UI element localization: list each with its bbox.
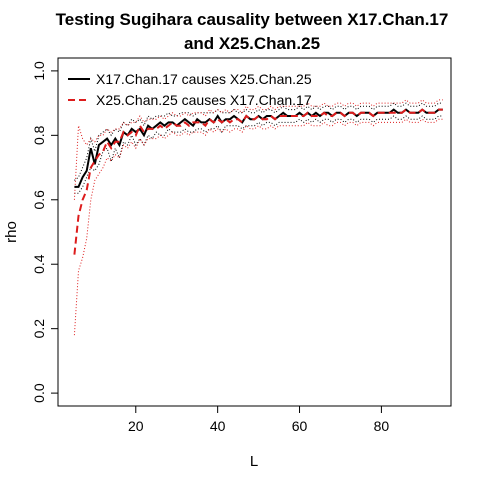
series-1-lower-bound-line (74, 115, 443, 194)
series-1-upper-bound-line (74, 102, 443, 181)
x-tick-label: 20 (128, 418, 144, 434)
x-axis-label: L (250, 453, 258, 470)
y-tick-label: 0.2 (31, 319, 47, 339)
legend-label-series-1: X17.Chan.17 causes X25.Chan.25 (96, 71, 312, 87)
plot-area (57, 57, 452, 407)
series-2-line (73, 108, 443, 255)
chart-title-line-1: Testing Sugihara causality between X17.C… (56, 10, 449, 29)
series-lines (73, 108, 443, 255)
x-tick-label: 80 (374, 418, 390, 434)
y-axis-label: rho (3, 221, 20, 243)
series-1-line (74, 108, 443, 188)
legend-label-series-2: X25.Chan.25 causes X17.Chan.17 (96, 92, 312, 108)
y-axis: 0.0 0.2 0.4 0.6 0.8 1.0 (31, 61, 59, 403)
legend: X17.Chan.17 causes X25.Chan.25 X25.Chan.… (68, 71, 312, 108)
x-axis: 20 40 60 80 (128, 405, 390, 434)
series-2-lower-bound-line (73, 118, 443, 336)
confidence-bands (73, 99, 443, 336)
chart-title-line-2: and X25.Chan.25 (184, 34, 320, 53)
y-tick-label: 0.4 (31, 254, 47, 274)
y-tick-label: 1.0 (31, 61, 47, 81)
y-tick-label: 0.8 (31, 125, 47, 145)
y-tick-label: 0.0 (31, 383, 47, 403)
x-tick-label: 40 (210, 418, 226, 434)
x-tick-label: 60 (292, 418, 308, 434)
y-tick-label: 0.6 (31, 190, 47, 210)
